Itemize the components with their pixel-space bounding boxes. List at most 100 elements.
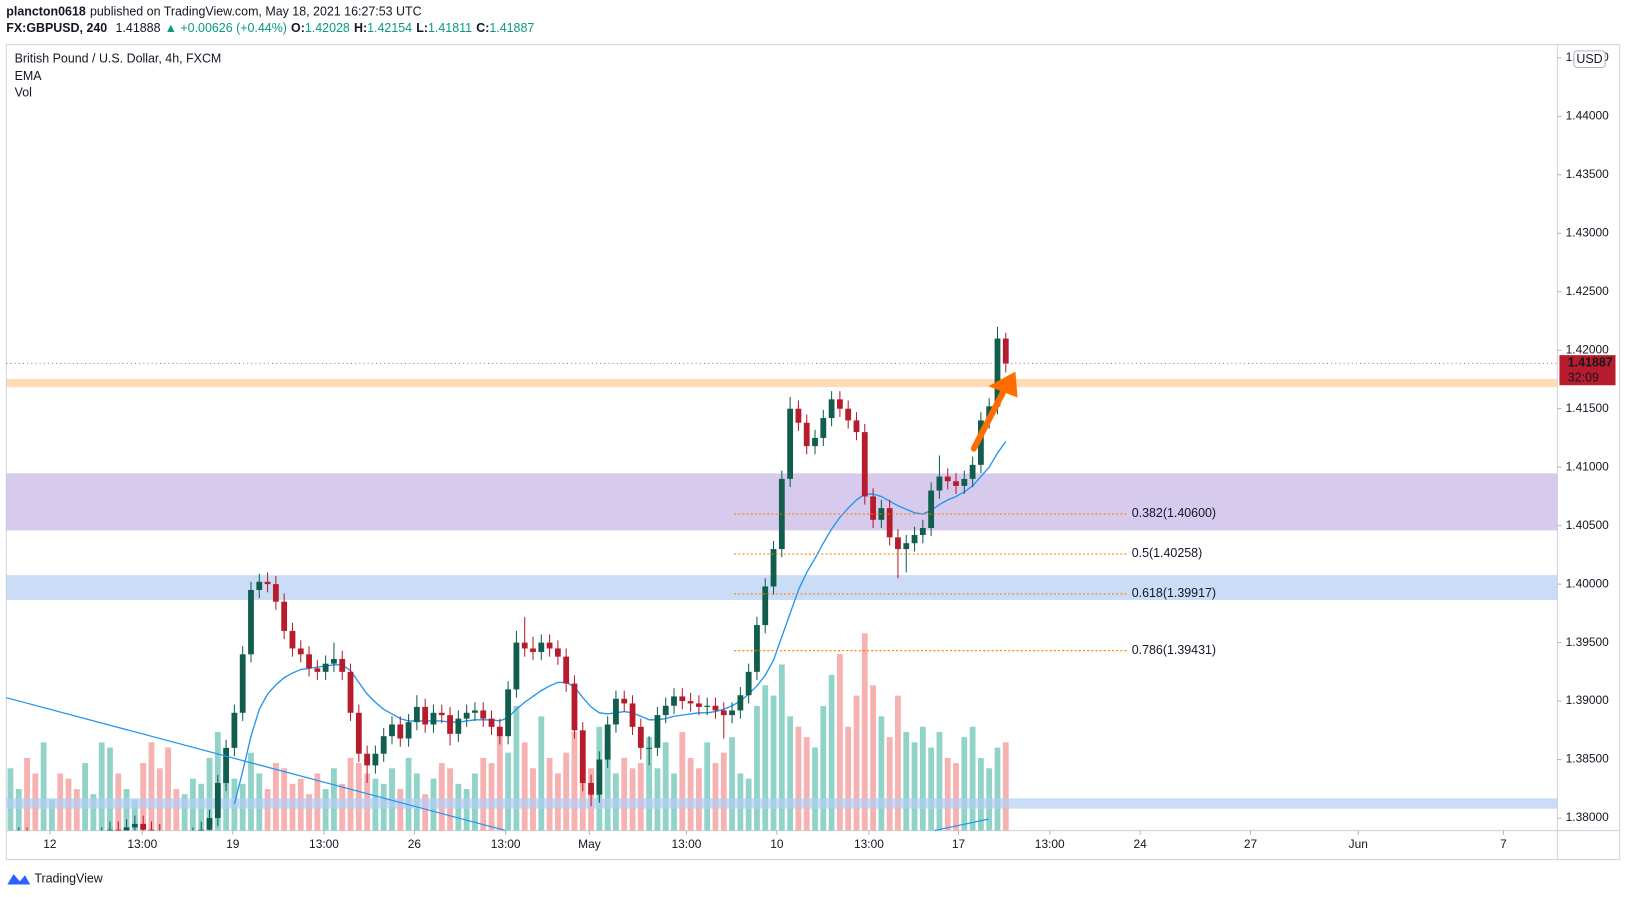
volume-bar (438, 763, 445, 831)
x-tick-label: 13:00 (854, 837, 884, 851)
x-tick-label: 26 (408, 837, 422, 851)
candle-body (32, 847, 38, 853)
volume-bar (944, 757, 951, 831)
candle-body (264, 581, 271, 585)
candle-body (836, 399, 843, 409)
volume-bar (762, 685, 769, 831)
candle-body (389, 724, 395, 737)
volume-bar (820, 705, 827, 831)
volume-bar (778, 664, 785, 831)
ohlc-value: 1.42028 (305, 21, 350, 35)
candle-body (496, 726, 503, 737)
candle-body (90, 841, 96, 847)
candle-body (704, 705, 711, 707)
volume-bar (704, 742, 711, 831)
x-tick-label: 19 (226, 837, 240, 851)
candle-body (74, 851, 80, 856)
ohlc-label: C: (476, 21, 489, 35)
brand: TradingView (34, 872, 103, 886)
candle-body (438, 712, 445, 716)
volume-bar (306, 794, 312, 831)
y-tick-label: 1.39500 (1566, 635, 1609, 649)
volume-bar (911, 742, 918, 831)
x-tick-label: 13:00 (672, 837, 702, 851)
volume-bar (521, 742, 528, 831)
x-tick-label: 12 (43, 837, 57, 851)
candle-body (770, 549, 777, 587)
candle-body (953, 481, 959, 486)
candle-body (289, 630, 296, 649)
candle-body (621, 698, 628, 704)
candle-body (306, 654, 312, 669)
candle-body (380, 736, 387, 754)
candle-body (190, 836, 196, 844)
volume-bar (803, 737, 810, 831)
legend-indicator: EMA (15, 69, 43, 83)
candle-body (911, 535, 918, 544)
candle-body (613, 698, 619, 725)
y-tick-label: 1.40000 (1566, 576, 1609, 590)
volume-bar (795, 726, 802, 831)
candle-body (248, 589, 254, 655)
volume-bar (98, 742, 105, 831)
volume-bar (853, 695, 860, 831)
candle-body (339, 658, 346, 672)
candle-body (16, 836, 22, 842)
candle-body (754, 625, 760, 672)
y-tick-label: 1.44000 (1566, 108, 1609, 122)
header-line-1: plancton0618 published on TradingView.com… (6, 5, 421, 19)
volume-bar (646, 737, 653, 831)
volume-bar (729, 737, 735, 831)
volume-bar (165, 747, 171, 831)
volume-bar (895, 695, 901, 831)
plot-layer: 0.382(1.40600) 0.5(1.40258) 0.618(1.39917)… (6, 50, 1616, 856)
volume-bar (936, 731, 943, 831)
candle-body (662, 705, 669, 716)
candle-body (671, 696, 677, 706)
volume-bar (463, 789, 470, 831)
volume-bar (770, 695, 777, 831)
volume-bar (679, 731, 686, 831)
candle-body (729, 710, 735, 716)
candle-body (157, 832, 163, 841)
candle-body (521, 642, 528, 649)
volume-bar (579, 757, 586, 831)
candle-body (405, 722, 412, 739)
volume-bar (90, 794, 97, 831)
volume-bar (405, 757, 412, 831)
candle-body (588, 782, 594, 795)
volume-bar (928, 747, 935, 831)
candle-body (903, 543, 910, 550)
candle-body (762, 586, 769, 626)
header-line-2: FX:GBPUSD, 240 1.41888 ▲ +0.00626 (+0.44%)… (6, 21, 534, 35)
candle-body (480, 710, 487, 719)
volume-bar (687, 757, 694, 831)
volume-bar (82, 763, 89, 831)
y-tick-label: 1.40500 (1566, 518, 1609, 532)
ohlc-value: 1.42154 (367, 21, 412, 35)
fib-label: 0.382(1.40600) (1132, 506, 1216, 520)
candle-body (447, 715, 453, 734)
volume-bar (15, 789, 22, 831)
candle-body (861, 432, 868, 497)
volume-bar (546, 757, 553, 831)
candle-body (107, 829, 113, 831)
last-price-box (1559, 355, 1616, 386)
candle-body (322, 663, 329, 672)
candle-body (787, 408, 794, 479)
candle-body (546, 642, 553, 649)
candle-body (472, 710, 478, 713)
x-tick-label: 7 (1500, 837, 1507, 851)
volume-bar (513, 705, 520, 831)
candle-body (256, 581, 263, 590)
volume-bar (355, 763, 362, 831)
volume-bar (870, 685, 876, 831)
volume-bar (720, 752, 727, 831)
zone (6, 798, 1558, 809)
candle-body (239, 654, 246, 713)
volume-bar (181, 794, 188, 831)
candle-body (737, 695, 744, 711)
candle-body (413, 706, 420, 723)
x-tick-label: 10 (770, 837, 784, 851)
